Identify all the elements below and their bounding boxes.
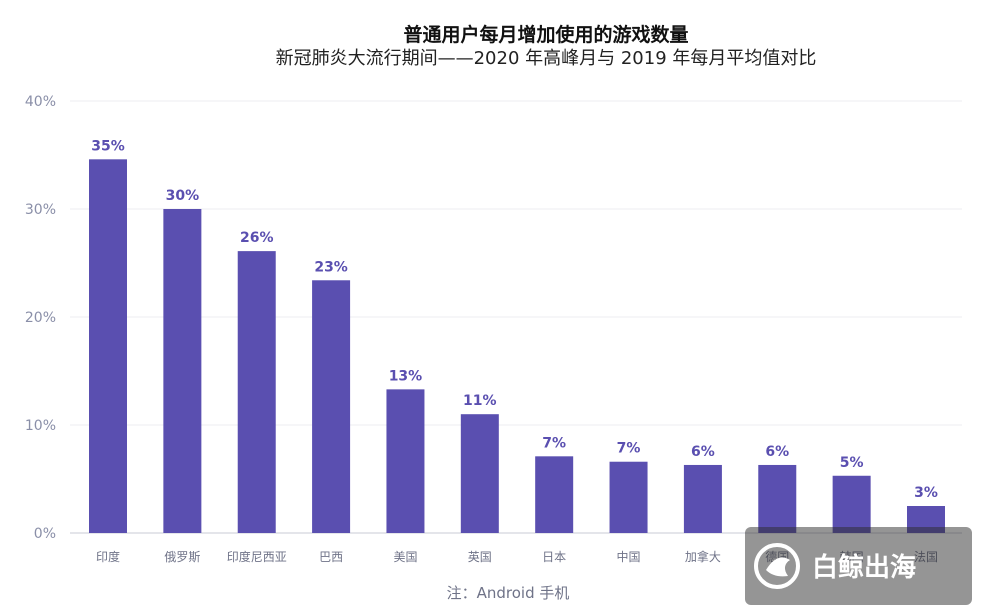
chart-subtitle: 新冠肺炎大流行期间——2020 年高峰月与 2019 年每月平均值对比 [276,48,817,69]
data-label: 11% [463,393,497,409]
y-tick-label: 0% [34,526,56,542]
data-label: 5% [840,455,864,471]
bar [89,159,127,533]
watermark: 白鲸出海 [745,527,972,605]
bar [683,464,722,533]
bar [163,209,202,533]
data-label: 26% [240,230,274,246]
bars [89,159,945,533]
data-labels: 35% 30% 26% 23% 13% 11% 7% 7% 6% 6% 5% 3% [91,138,938,501]
y-tick-label: 30% [25,202,56,218]
chart-title: 普通用户每月增加使用的游戏数量 [403,23,688,46]
x-tick-label: 英国 [468,550,492,564]
data-label: 35% [91,138,125,154]
watermark-text: 白鲸出海 [812,552,916,583]
bar [312,280,351,533]
watermark-logo-icon [754,543,800,589]
gridlines [70,100,962,426]
data-label: 23% [314,259,348,275]
data-label: 3% [914,485,938,501]
x-tick-label: 巴西 [319,550,343,564]
source-note: 注：Android 手机 [447,584,570,602]
bar [832,475,871,533]
watermark-box [745,527,972,605]
y-tick-label: 10% [25,418,56,434]
x-tick-label: 印度尼西亚 [227,549,287,564]
bar [609,461,648,533]
data-label: 6% [765,444,789,460]
data-label: 6% [691,444,715,460]
x-tick-label: 加拿大 [685,549,721,564]
bar [758,464,797,533]
bar [386,389,425,533]
x-tick-label: 日本 [542,550,566,564]
bar [535,456,574,533]
y-tick-label: 40% [25,94,56,110]
bar [460,414,499,533]
y-tick-label: 20% [25,310,56,326]
data-label: 7% [542,435,566,451]
x-tick-label: 印度 [96,549,120,564]
data-label: 30% [166,188,200,204]
y-axis-ticks: 0% 10% 20% 30% 40% [25,94,56,542]
bar [237,251,276,533]
x-tick-label: 中国 [617,549,641,564]
x-tick-label: 俄罗斯 [164,550,200,564]
data-label: 7% [617,441,641,457]
data-label: 13% [389,368,423,384]
x-tick-label: 美国 [393,550,417,564]
